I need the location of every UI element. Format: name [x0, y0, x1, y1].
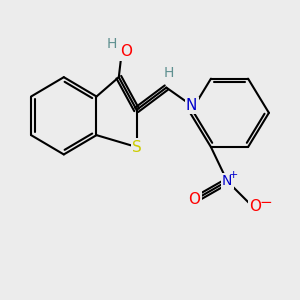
Text: O: O — [250, 199, 262, 214]
Text: N: N — [222, 174, 232, 188]
Text: S: S — [132, 140, 142, 154]
Text: −: − — [260, 194, 272, 209]
Text: O: O — [189, 191, 201, 206]
Text: N: N — [186, 98, 197, 113]
Text: O: O — [120, 44, 132, 59]
Text: H: H — [106, 38, 116, 52]
Text: +: + — [229, 170, 239, 180]
Text: H: H — [164, 66, 174, 80]
